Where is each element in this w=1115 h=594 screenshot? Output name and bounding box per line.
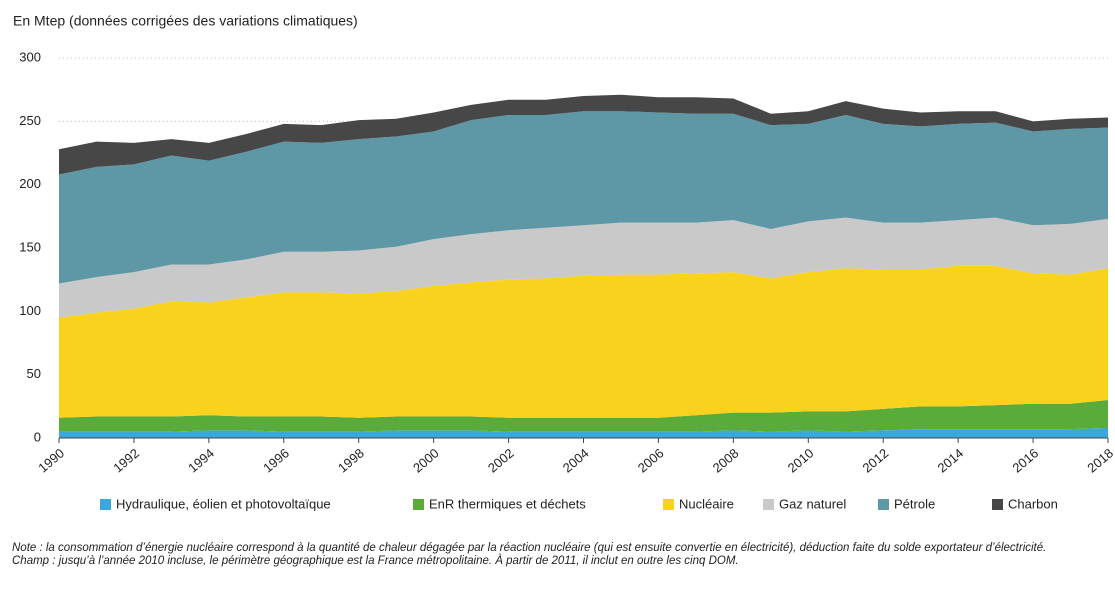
note: Champ : jusqu’à l’année 2010 incluse, le… — [12, 555, 739, 567]
x-tick-label: 1998 — [335, 445, 367, 475]
x-tick-label: 2000 — [410, 445, 442, 475]
legend-label: Pétrole — [894, 496, 935, 511]
y-tick-label: 200 — [19, 176, 41, 191]
x-tick-label: 2002 — [485, 445, 517, 475]
area — [59, 400, 1108, 432]
legend-label: Charbon — [1008, 496, 1058, 511]
y-tick-label: 100 — [19, 303, 41, 318]
legend-swatch — [663, 499, 674, 510]
x-tick-label: 1992 — [110, 445, 142, 475]
area — [59, 217, 1108, 318]
x-tick-label: 2010 — [785, 445, 817, 475]
legend-swatch — [878, 499, 889, 510]
x-tick-label: 2016 — [1009, 445, 1041, 475]
x-tick-label: 1990 — [35, 445, 67, 475]
x-tick-label: 2012 — [860, 445, 892, 475]
x-tick-label: 2018 — [1084, 445, 1115, 475]
area — [59, 111, 1108, 284]
x-tick-label: 2008 — [710, 445, 742, 475]
y-tick-label: 150 — [19, 239, 41, 254]
y-tick-label: 300 — [19, 49, 41, 64]
legend-label: Hydraulique, éolien et photovoltaïque — [116, 496, 331, 511]
x-tick-label: 2014 — [934, 445, 966, 475]
y-tick-label: 50 — [27, 366, 41, 381]
legend-swatch — [100, 499, 111, 510]
note: Note : la consommation d’énergie nucléai… — [12, 542, 1047, 554]
legend-swatch — [992, 499, 1003, 510]
legend-label: Gaz naturel — [779, 496, 846, 511]
chart-subtitle: En Mtep (données corrigées des variation… — [13, 13, 358, 29]
y-tick-label: 250 — [19, 113, 41, 128]
x-tick-label: 1994 — [185, 445, 217, 475]
area — [59, 94, 1108, 175]
x-tick-label: 2004 — [560, 445, 592, 475]
notes: Note : la consommation d’énergie nucléai… — [12, 542, 1102, 568]
legend-label: EnR thermiques et déchets — [429, 496, 586, 511]
x-tick-label: 1996 — [260, 445, 292, 475]
legend-swatch — [413, 499, 424, 510]
x-tick-label: 2006 — [635, 445, 667, 475]
chart: En Mtep (données corrigées des variation… — [13, 13, 1115, 512]
legend-label: Nucléaire — [679, 496, 734, 511]
area — [59, 265, 1108, 418]
legend-swatch — [763, 499, 774, 510]
area — [59, 427, 1108, 438]
y-tick-label: 0 — [34, 429, 41, 444]
